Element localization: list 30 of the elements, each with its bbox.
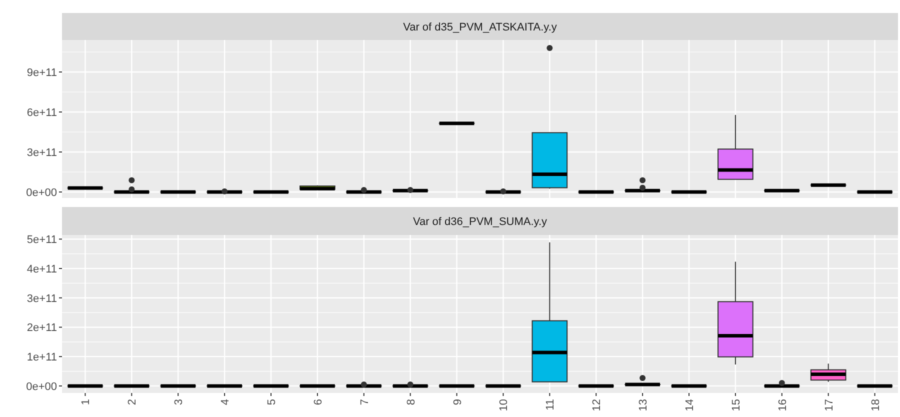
x-tick-label: 16: [776, 399, 789, 412]
x-tick-label: 17: [823, 399, 836, 412]
y-tick-label: 3e+11: [26, 292, 57, 305]
x-tick-label: 6: [312, 399, 324, 406]
y-tick-label: 2e+11: [26, 322, 57, 334]
chart-title: Var of d36_PVM_SUMA.y.y: [412, 216, 548, 228]
x-tick-label: 14: [684, 399, 696, 412]
y-tick-label: 4e+11: [26, 263, 57, 276]
x-tick-label: 5: [266, 399, 278, 406]
x-tick-label: 4: [220, 399, 232, 406]
x-tick-label: 8: [405, 399, 418, 406]
y-tick-label: 5e+11: [26, 234, 57, 246]
x-tick-label: 13: [638, 399, 650, 412]
y-tick-label: 9e+11: [26, 67, 57, 79]
x-tick-label: 1: [80, 399, 92, 406]
x-tick-label: 9: [452, 399, 464, 406]
y-tick-label: 1e+11: [26, 352, 57, 364]
x-tick-label: 11: [544, 399, 557, 410]
x-tick-label: 2: [126, 399, 139, 406]
x-tick-label: 10: [498, 399, 510, 412]
y-tick-label: 3e+11: [26, 147, 57, 159]
chart-title: Var of d35_PVM_ATSKAITA.y.y: [403, 22, 558, 34]
y-tick-label: 0e+00: [26, 187, 57, 199]
x-tick-label: 12: [591, 399, 604, 412]
x-tick-label: 15: [730, 399, 742, 412]
x-tick-label: 3: [173, 399, 186, 406]
y-tick-label: 0e+00: [26, 380, 57, 393]
x-tick-label: 7: [358, 399, 371, 406]
x-tick-label: 18: [870, 399, 882, 412]
y-tick-label: 6e+11: [26, 107, 57, 119]
